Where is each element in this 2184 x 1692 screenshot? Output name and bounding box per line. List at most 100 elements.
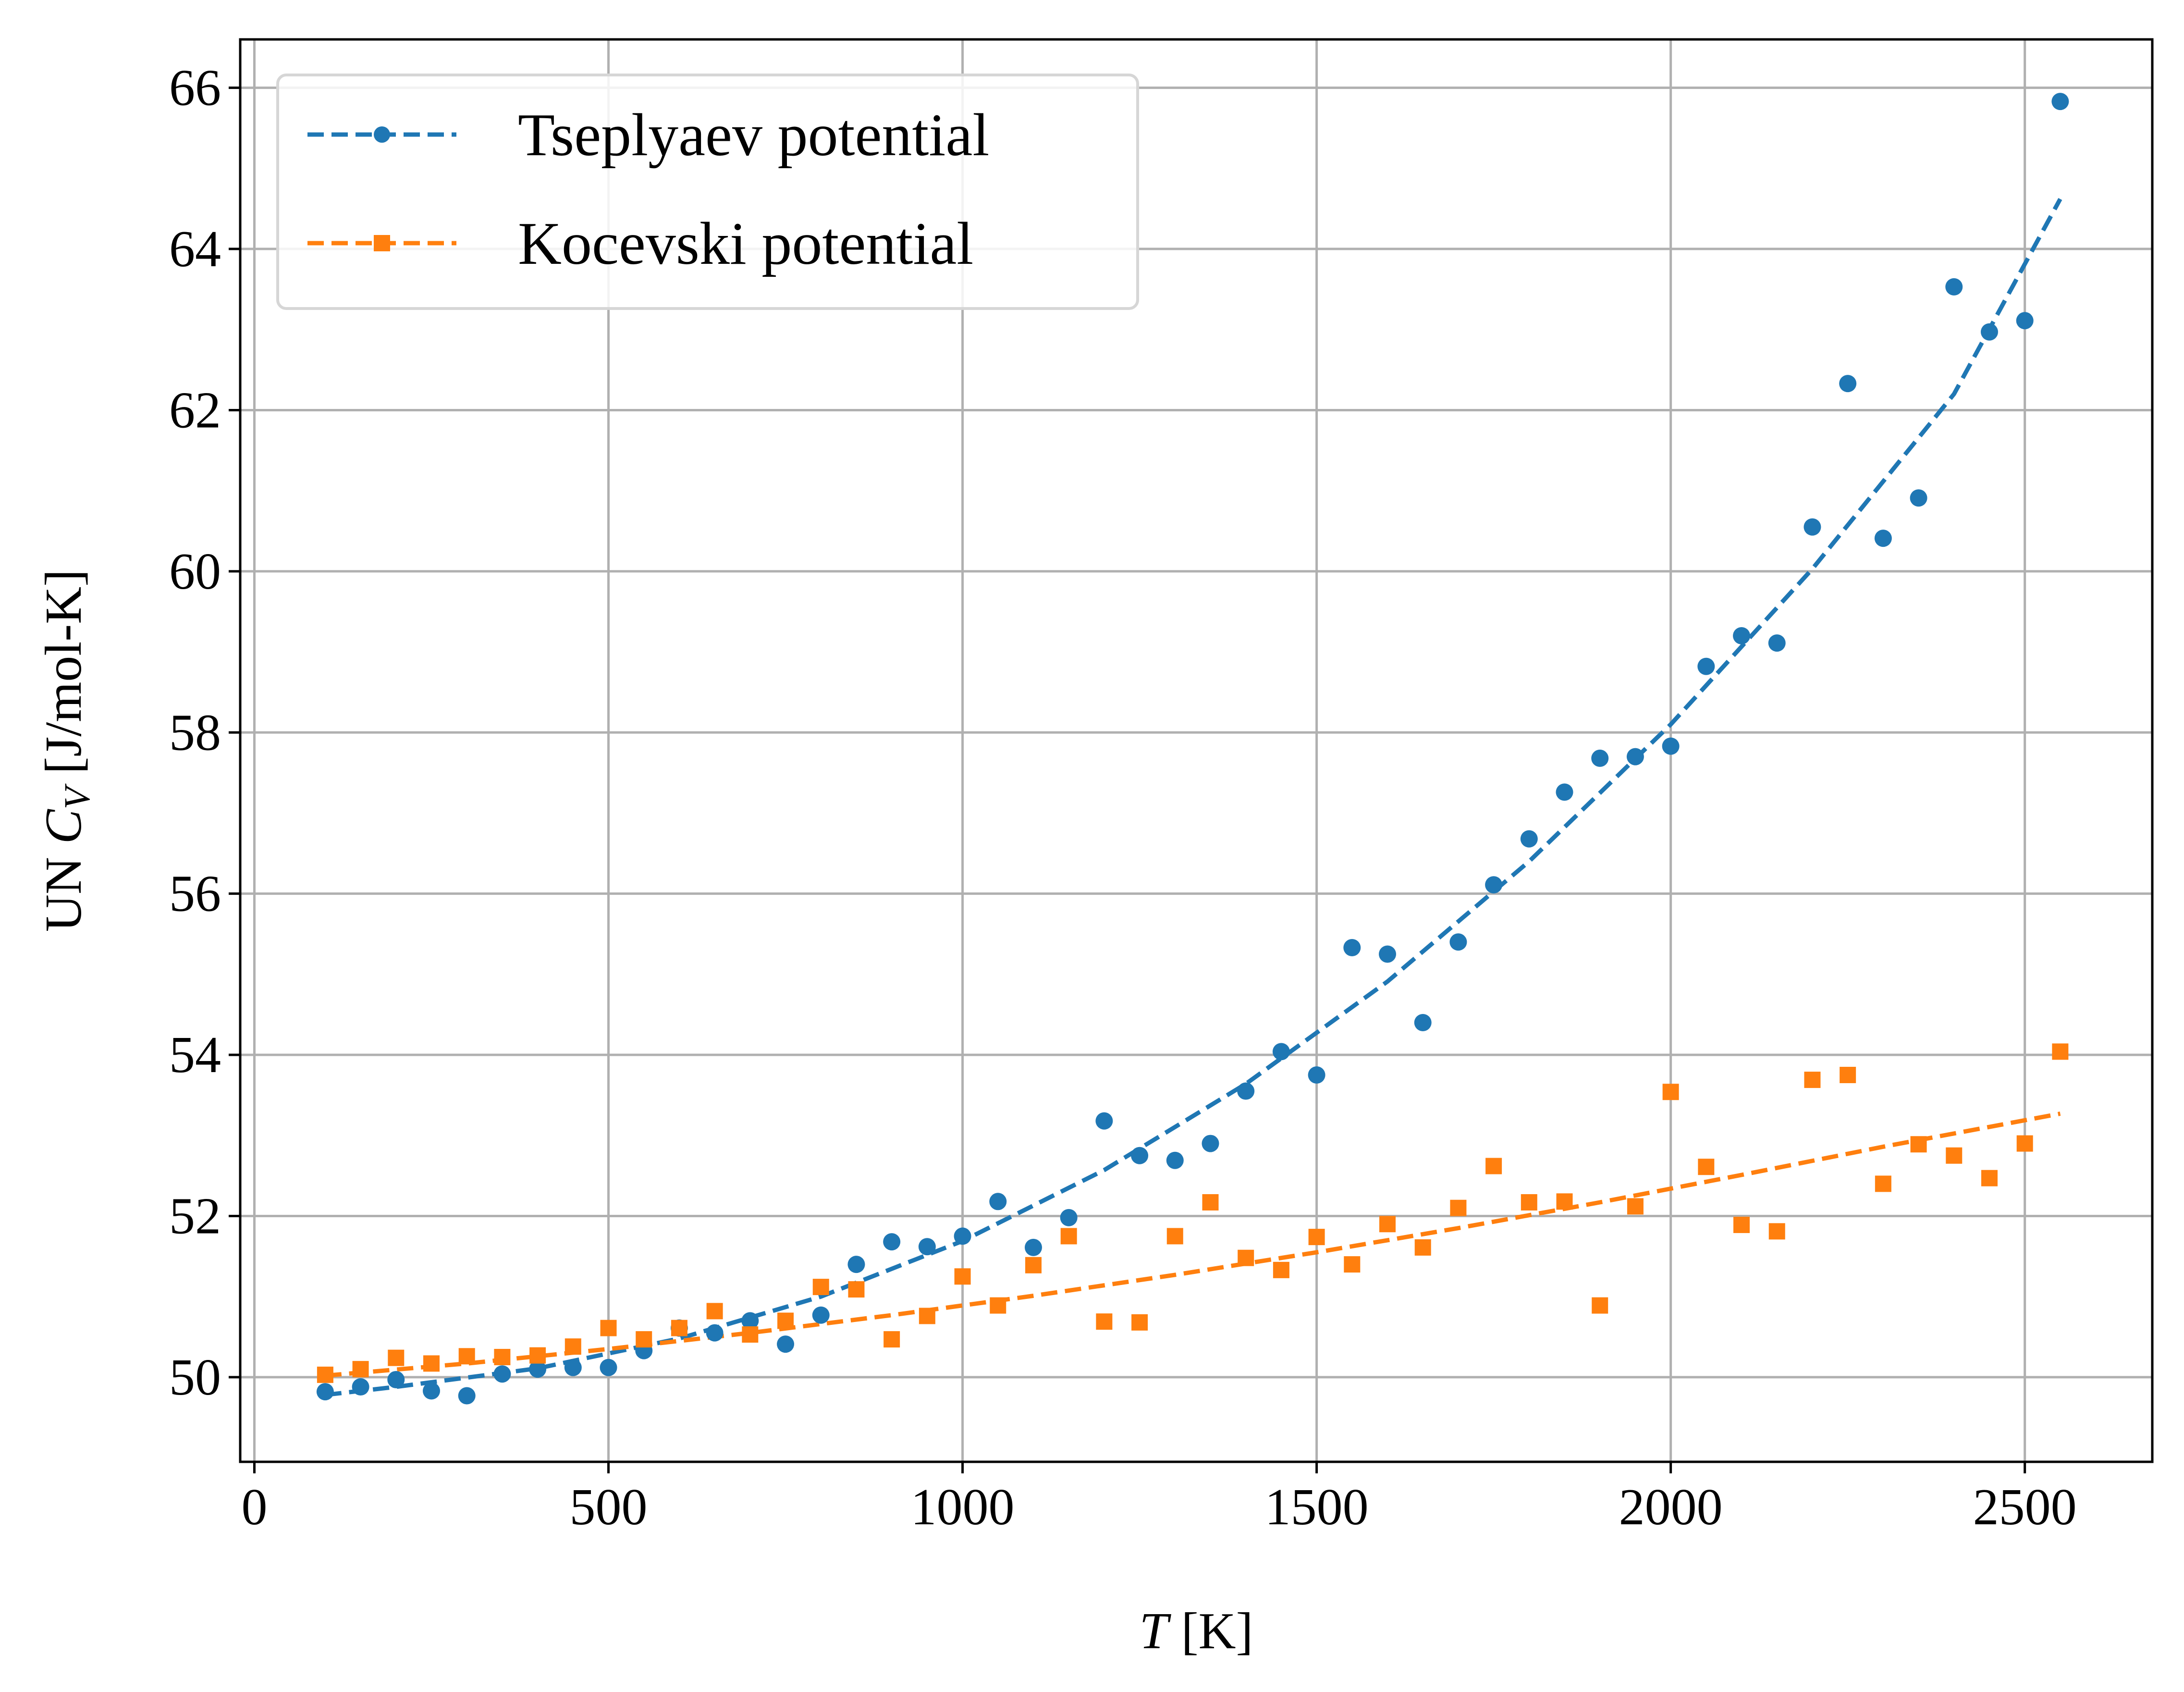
data-point-tseplyaev [1697, 657, 1715, 675]
x-axis-label-unit: [K] [1168, 1603, 1253, 1660]
fit-line-kocevski [325, 1112, 2061, 1378]
data-points [316, 93, 2069, 1405]
legend-label-tseplyaev: Tseplyaev potential [518, 102, 989, 169]
x-tick-label: 1500 [1265, 1479, 1369, 1536]
data-point-tseplyaev [1980, 323, 1998, 341]
x-axis-label-var: T [1139, 1603, 1171, 1660]
y-tick-label: 58 [169, 704, 221, 761]
data-point-tseplyaev [1166, 1151, 1184, 1169]
data-point-kocevski [1946, 1147, 1963, 1164]
data-point-kocevski [1804, 1072, 1821, 1088]
data-point-kocevski [1202, 1194, 1219, 1210]
data-point-kocevski [494, 1348, 511, 1365]
data-point-tseplyaev [1131, 1147, 1149, 1164]
data-point-kocevski [2052, 1043, 2069, 1060]
y-tick-label: 62 [169, 382, 221, 439]
data-point-kocevski [1096, 1313, 1113, 1330]
data-point-kocevski [636, 1331, 652, 1348]
y-axis-label-sub: V [57, 783, 98, 809]
data-point-kocevski [388, 1349, 405, 1366]
data-point-tseplyaev [1485, 876, 1503, 894]
data-point-tseplyaev [777, 1335, 795, 1353]
data-point-kocevski [671, 1320, 687, 1336]
data-point-kocevski [564, 1338, 581, 1355]
data-point-kocevski [848, 1281, 865, 1298]
data-point-kocevski [990, 1297, 1006, 1314]
data-point-tseplyaev [1910, 489, 1927, 507]
y-axis-label-var: C [35, 808, 92, 844]
data-point-kocevski [1981, 1170, 1998, 1186]
data-point-tseplyaev [1626, 748, 1644, 766]
fit-line-tseplyaev [325, 198, 2062, 1397]
data-point-tseplyaev [954, 1227, 971, 1245]
plot-frame [239, 38, 2154, 1463]
data-point-tseplyaev [741, 1312, 759, 1330]
data-point-kocevski [1910, 1136, 1927, 1153]
data-point-tseplyaev [1343, 939, 1361, 957]
data-point-tseplyaev [883, 1233, 901, 1251]
data-point-kocevski [1840, 1067, 1856, 1084]
data-point-kocevski [600, 1320, 617, 1336]
data-point-tseplyaev [1945, 278, 1963, 296]
legend-label-kocevski: Kocevski potential [518, 210, 973, 277]
data-point-tseplyaev [1237, 1082, 1255, 1100]
data-point-kocevski [1025, 1257, 1042, 1273]
axis-ticks: 0 500 1000 1500 2000 2500 50 52 54 56 58 60 62 64 66 [169, 60, 2077, 1536]
y-axis-label: UN CV [J/mol-K] [35, 569, 98, 932]
data-point-kocevski [1733, 1216, 1750, 1233]
data-point-tseplyaev [1308, 1066, 1325, 1084]
x-tick-label: 1000 [911, 1479, 1015, 1536]
data-point-kocevski [1379, 1216, 1396, 1233]
data-point-tseplyaev [2016, 312, 2034, 330]
x-tick-label: 2000 [1619, 1479, 1723, 1536]
data-point-kocevski [352, 1361, 369, 1378]
data-point-tseplyaev [1804, 518, 1821, 536]
data-point-tseplyaev [458, 1387, 476, 1405]
data-point-kocevski [1450, 1199, 1467, 1216]
data-point-tseplyaev [564, 1359, 582, 1376]
data-point-tseplyaev [423, 1382, 440, 1400]
fit-lines [325, 198, 2062, 1397]
data-point-tseplyaev [706, 1324, 724, 1342]
y-axis-label-prefix: UN [35, 844, 92, 932]
y-tick-label: 50 [169, 1349, 221, 1406]
data-point-kocevski [2016, 1135, 2033, 1152]
data-point-tseplyaev [1379, 945, 1396, 963]
data-point-tseplyaev [1060, 1209, 1078, 1226]
data-point-kocevski [1627, 1198, 1644, 1215]
data-point-tseplyaev [989, 1193, 1007, 1210]
data-point-tseplyaev [529, 1360, 547, 1378]
data-point-tseplyaev [1272, 1043, 1290, 1061]
data-point-tseplyaev [2051, 93, 2069, 111]
data-point-tseplyaev [493, 1365, 511, 1383]
data-point-kocevski [1131, 1314, 1148, 1331]
data-point-tseplyaev [352, 1378, 369, 1396]
data-point-kocevski [1875, 1175, 1891, 1192]
y-tick-label: 64 [169, 221, 221, 278]
data-point-tseplyaev [812, 1306, 830, 1324]
data-point-kocevski [1521, 1194, 1537, 1210]
data-point-tseplyaev [1874, 530, 1892, 547]
legend-box [276, 74, 1139, 310]
data-point-kocevski [812, 1279, 829, 1296]
data-point-tseplyaev [600, 1359, 617, 1376]
data-point-kocevski [1768, 1223, 1785, 1240]
data-point-kocevski [317, 1366, 333, 1383]
data-point-tseplyaev [1733, 627, 1751, 645]
data-point-kocevski [1238, 1249, 1254, 1266]
y-axis-label-unit: [J/mol-K] [35, 569, 92, 787]
data-point-kocevski [423, 1355, 440, 1372]
data-point-tseplyaev [1414, 1014, 1432, 1032]
data-point-kocevski [1662, 1084, 1679, 1100]
data-point-tseplyaev [1095, 1112, 1113, 1130]
data-point-kocevski [706, 1303, 723, 1320]
x-tick-label: 0 [241, 1479, 267, 1536]
y-tick-label: 66 [169, 60, 221, 117]
data-point-kocevski [1060, 1228, 1077, 1245]
y-tick-label: 56 [169, 865, 221, 923]
data-point-kocevski [529, 1347, 546, 1364]
data-point-kocevski [1485, 1158, 1502, 1174]
legend-entry-kocevski: Kocevski potential [307, 210, 973, 277]
legend: Tseplyaev potential Kocevski potential [276, 74, 1139, 310]
data-point-tseplyaev [1768, 634, 1786, 652]
